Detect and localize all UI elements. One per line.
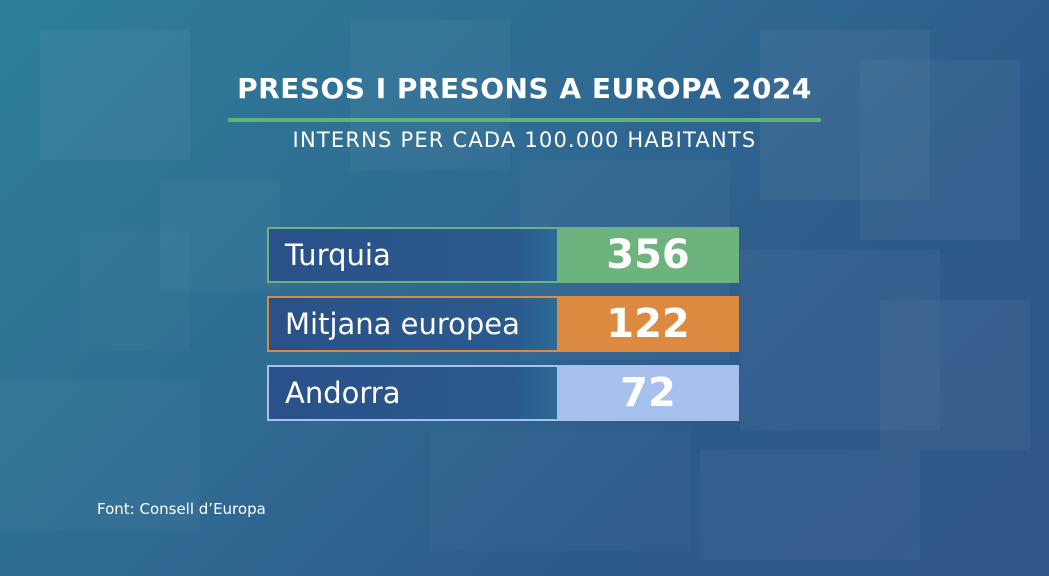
chart-title: PRESOS I PRESONS A EUROPA 2024	[237, 72, 812, 105]
source-note: Font: Consell d’Europa	[97, 500, 266, 518]
data-row: Turquia 356	[267, 227, 739, 283]
data-row: Mitjana europea 122	[267, 296, 739, 352]
row-value: 72	[557, 365, 739, 421]
title-underline	[228, 118, 821, 122]
row-value: 356	[557, 227, 739, 283]
data-row: Andorra 72	[267, 365, 739, 421]
chart-subtitle: INTERNS PER CADA 100.000 HABITANTS	[292, 128, 757, 152]
row-value: 122	[557, 296, 739, 352]
row-label: Turquia	[267, 227, 557, 283]
row-label: Andorra	[267, 365, 557, 421]
row-label: Mitjana europea	[267, 296, 557, 352]
